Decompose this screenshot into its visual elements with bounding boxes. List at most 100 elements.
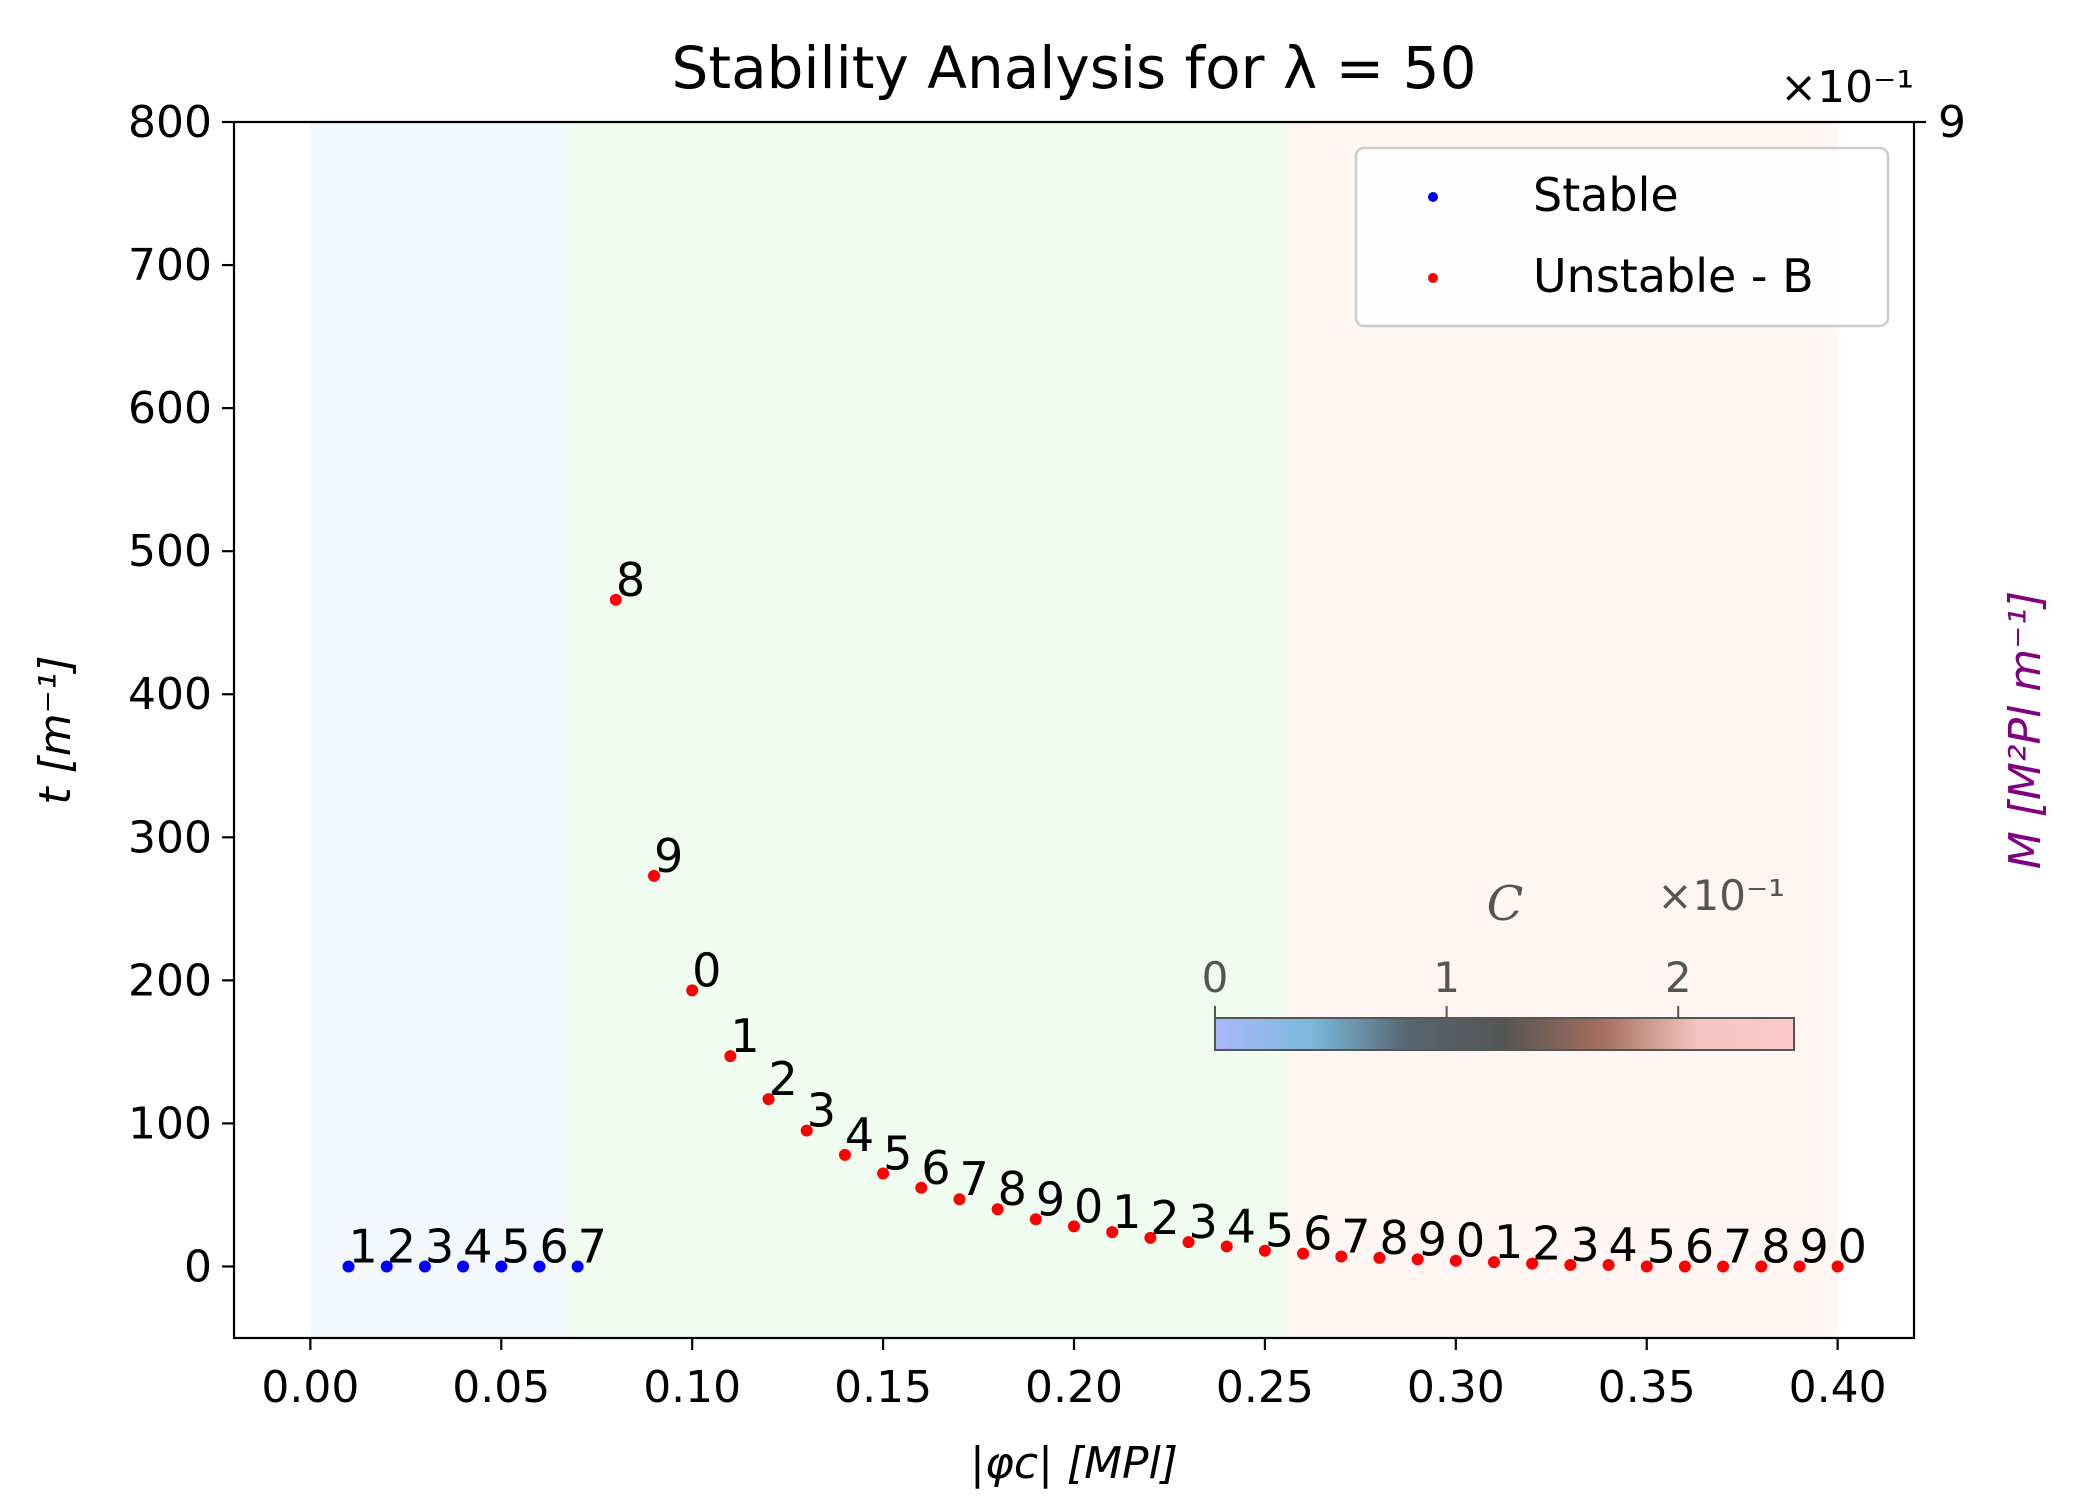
unstable-marker: [991, 1203, 1004, 1216]
stable-marker: [495, 1260, 508, 1273]
y-axis-label: t [m⁻¹]: [30, 655, 81, 804]
colorbar-exponent: ×10⁻¹: [1657, 871, 1785, 920]
y2-axis-label: M [M²Pl m⁻¹]: [2000, 591, 2051, 869]
unstable-point-label: 1: [730, 1009, 759, 1063]
region-band-1: [566, 122, 1288, 1338]
unstable-point-label: 2: [1532, 1217, 1561, 1271]
stable-marker: [380, 1260, 393, 1273]
unstable-marker: [1831, 1260, 1844, 1273]
unstable-marker: [1564, 1259, 1577, 1272]
unstable-marker: [1793, 1260, 1806, 1273]
colorbar-tick-label: 2: [1665, 953, 1692, 1002]
unstable-point-label: 7: [1341, 1209, 1370, 1263]
stable-marker: [457, 1260, 470, 1273]
x-tick-label: 0.25: [1216, 1362, 1314, 1413]
colorbar-tick-label: 1: [1433, 953, 1460, 1002]
unstable-marker: [1717, 1260, 1730, 1273]
colorbar-tick-label: 0: [1202, 953, 1229, 1002]
colorbar-label: C: [1487, 876, 1524, 932]
x-tick-label: 0.10: [643, 1362, 741, 1413]
stable-point-label: 1: [349, 1219, 378, 1273]
unstable-marker: [953, 1193, 966, 1206]
unstable-marker: [877, 1167, 890, 1180]
unstable-point-label: 5: [1265, 1204, 1294, 1258]
y-tick-label: 700: [128, 240, 212, 291]
unstable-marker: [1144, 1231, 1157, 1244]
chart-title: Stability Analysis for λ = 50: [672, 34, 1477, 102]
x-tick-label: 0.15: [834, 1362, 932, 1413]
unstable-point-label: 4: [845, 1108, 874, 1162]
colorbar-ticks: 0 1 2: [1202, 953, 1692, 1018]
unstable-marker: [800, 1124, 813, 1137]
legend-marker-unstable: [1428, 273, 1438, 283]
unstable-point-label: 9: [1418, 1212, 1447, 1266]
unstable-marker: [1373, 1251, 1386, 1264]
y2-tick-label: 9: [1938, 97, 1966, 148]
unstable-point-label: 8: [1379, 1211, 1408, 1265]
unstable-point-label: 0: [1074, 1179, 1103, 1233]
unstable-point-label: 5: [1647, 1219, 1676, 1273]
legend: Stable Unstable - B: [1354, 146, 1890, 328]
unstable-marker: [1258, 1244, 1271, 1257]
unstable-point-label: 3: [1189, 1195, 1218, 1249]
unstable-marker: [762, 1093, 775, 1106]
y-tick-label: 400: [128, 669, 212, 720]
unstable-marker: [648, 869, 660, 882]
stable-marker: [418, 1260, 431, 1273]
stable-marker: [571, 1260, 584, 1273]
unstable-point-label: 0: [1456, 1214, 1485, 1268]
colorbar-gradient: [1214, 1017, 1795, 1051]
stable-point-label: 4: [463, 1219, 492, 1273]
unstable-marker: [1602, 1259, 1615, 1272]
unstable-point-label: 4: [1227, 1199, 1256, 1253]
y-tick-label: 600: [128, 383, 212, 434]
y-tick-label: 0: [184, 1241, 212, 1292]
x-tick-label: 0.00: [261, 1362, 359, 1413]
x-tick-label: 0.35: [1598, 1362, 1696, 1413]
x-tick-label: 0.05: [452, 1362, 550, 1413]
unstable-point-label: 0: [692, 943, 721, 997]
unstable-marker: [1335, 1250, 1348, 1263]
unstable-marker: [1755, 1260, 1768, 1273]
unstable-point-label: 4: [1609, 1218, 1638, 1272]
stable-point-label: 2: [387, 1219, 416, 1273]
unstable-marker: [1182, 1236, 1195, 1249]
y-tick-label: 500: [128, 526, 212, 577]
unstable-marker: [1678, 1260, 1691, 1273]
unstable-point-label: 2: [1150, 1191, 1179, 1245]
y2-exponent-label: ×10⁻¹: [1780, 62, 1914, 113]
unstable-marker: [1640, 1260, 1653, 1273]
x-tick-label: 0.30: [1407, 1362, 1505, 1413]
unstable-marker: [838, 1148, 851, 1161]
y-tick-label: 200: [128, 955, 212, 1006]
y-axis-ticks: 0 100 200 300 400 500 600 700 800: [128, 97, 234, 1292]
unstable-point-label: 6: [1685, 1219, 1714, 1273]
legend-marker-stable: [1428, 192, 1438, 202]
unstable-point-label: 9: [1036, 1172, 1065, 1226]
unstable-marker: [724, 1050, 737, 1063]
stable-marker: [533, 1260, 546, 1273]
unstable-point-label: 5: [883, 1126, 912, 1180]
legend-box: [1354, 146, 1890, 328]
unstable-point-label: 0: [1838, 1219, 1867, 1273]
stable-point-label: 7: [578, 1219, 607, 1273]
unstable-marker: [1488, 1256, 1500, 1269]
unstable-point-label: 8: [1761, 1219, 1790, 1273]
unstable-point-label: 8: [616, 553, 645, 607]
unstable-point-label: 7: [1723, 1219, 1752, 1273]
unstable-point-label: 2: [769, 1052, 798, 1106]
unstable-marker: [1068, 1220, 1080, 1233]
legend-label-unstable: Unstable - B: [1533, 249, 1814, 303]
x-axis-label: |φc| [MPl]: [970, 1438, 1178, 1489]
unstable-marker: [1526, 1257, 1539, 1270]
stable-point-label: 6: [539, 1219, 568, 1273]
region-band-0: [310, 122, 567, 1338]
stable-point-label: 5: [501, 1219, 530, 1273]
x-tick-label: 0.20: [1025, 1362, 1123, 1413]
unstable-marker: [915, 1181, 928, 1194]
unstable-point-label: 6: [921, 1141, 950, 1195]
unstable-point-label: 7: [959, 1152, 988, 1206]
